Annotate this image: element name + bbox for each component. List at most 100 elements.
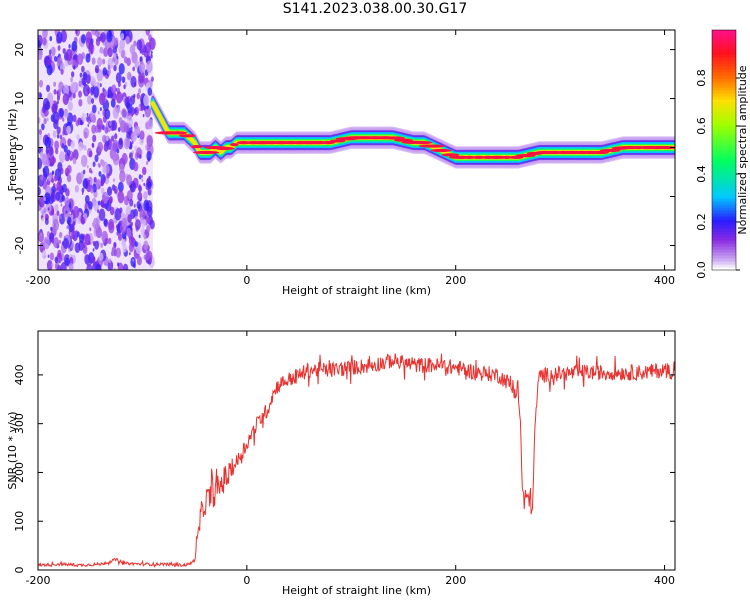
noise-blob [83,144,87,151]
noise-blob [131,140,134,145]
noise-blob [115,224,119,229]
noise-blob [104,108,111,120]
colorbar-tick-label: 0.6 [695,117,708,135]
noise-blob [81,113,86,123]
noise-blob [88,201,93,210]
noise-blob [138,234,141,239]
noise-blob [123,56,128,64]
noise-blob [80,216,85,225]
noise-blob [98,208,106,221]
ridge-peak [230,143,239,147]
noise-blob [134,59,140,69]
noise-blob [97,162,101,168]
noise-blob [101,191,109,204]
noise-blob [43,117,47,125]
noise-blob [150,53,153,59]
noise-blob [38,195,45,208]
noise-blob [80,34,87,44]
noise-blob [140,105,144,112]
noise-blob [38,139,41,148]
noise-blob [92,134,97,143]
colorbar-step [712,162,736,166]
noise-blob [62,93,69,106]
noise-blob [133,208,139,218]
noise-blob [119,170,126,183]
noise-blob [138,61,146,74]
noise-blob [81,65,85,73]
noise-blob [133,203,136,208]
noise-blob [61,142,65,149]
noise-blob [94,30,99,38]
snr-series-line [38,353,675,568]
noise-blob [108,218,115,230]
noise-blob [69,256,74,266]
colorbar-step [712,111,736,115]
noise-blob [126,174,133,186]
noise-blob [50,158,53,163]
noise-blob [136,152,140,159]
noise-blob [63,109,69,119]
colorbar-step [712,216,736,220]
noise-blob [43,208,47,214]
noise-blob [136,92,141,100]
noise-blob [129,44,136,55]
noise-blob [111,84,117,94]
noise-blob [70,81,77,94]
noise-blob [138,174,142,180]
colorbar-step [712,189,736,193]
noise-blob [145,250,151,261]
noise-blob [146,151,152,161]
noise-blob [93,86,100,98]
noise-blob [40,174,44,181]
noise-blob [78,80,82,87]
noise-blob [91,222,95,227]
ridge-peak [215,146,235,151]
spectrogram-plot [38,30,675,270]
noise-blob [146,135,154,147]
noise-blob [141,178,144,182]
noise-blob [136,39,143,51]
noise-blob [129,198,134,207]
colorbar-step [712,243,736,247]
noise-blob [127,197,130,202]
colorbar-tick-label: 0.8 [695,69,708,87]
colorbar-step [712,48,736,52]
noise-blob [143,182,146,187]
noise-blob [96,118,103,130]
noise-blob [113,52,117,59]
noise-blob [60,203,63,207]
noise-blob [129,116,132,121]
noise-blob [105,135,109,142]
colorbar-step [712,156,736,160]
colorbar-tick-label: 0.0 [695,261,708,279]
noise-blob [56,31,63,44]
noise-blob [115,247,121,258]
noise-blob [146,178,149,183]
noise-blob [146,160,149,165]
noise-blob [133,93,136,98]
noise-blob [68,248,71,253]
noise-blob [51,239,55,244]
ridge-peak [515,154,536,158]
noise-blob [137,191,143,202]
noise-blob [111,184,116,192]
noise-blob [100,32,106,43]
noise-blob [122,263,129,270]
noise-blob [54,256,59,264]
colorbar-step [712,186,736,190]
noise-blob [144,105,152,118]
colorbar-step [712,210,736,214]
xtick-label: 0 [243,274,250,287]
noise-blob [49,36,53,42]
noise-blob [111,120,118,131]
colorbar-step [712,45,736,49]
colorbar-step [712,183,736,187]
y-axis-label: Frequency (Hz) [6,109,19,192]
noise-blob [76,133,80,141]
noise-blob [126,227,132,238]
noise-blob [88,253,91,257]
noise-blob [66,174,72,183]
noise-blob [103,142,109,152]
